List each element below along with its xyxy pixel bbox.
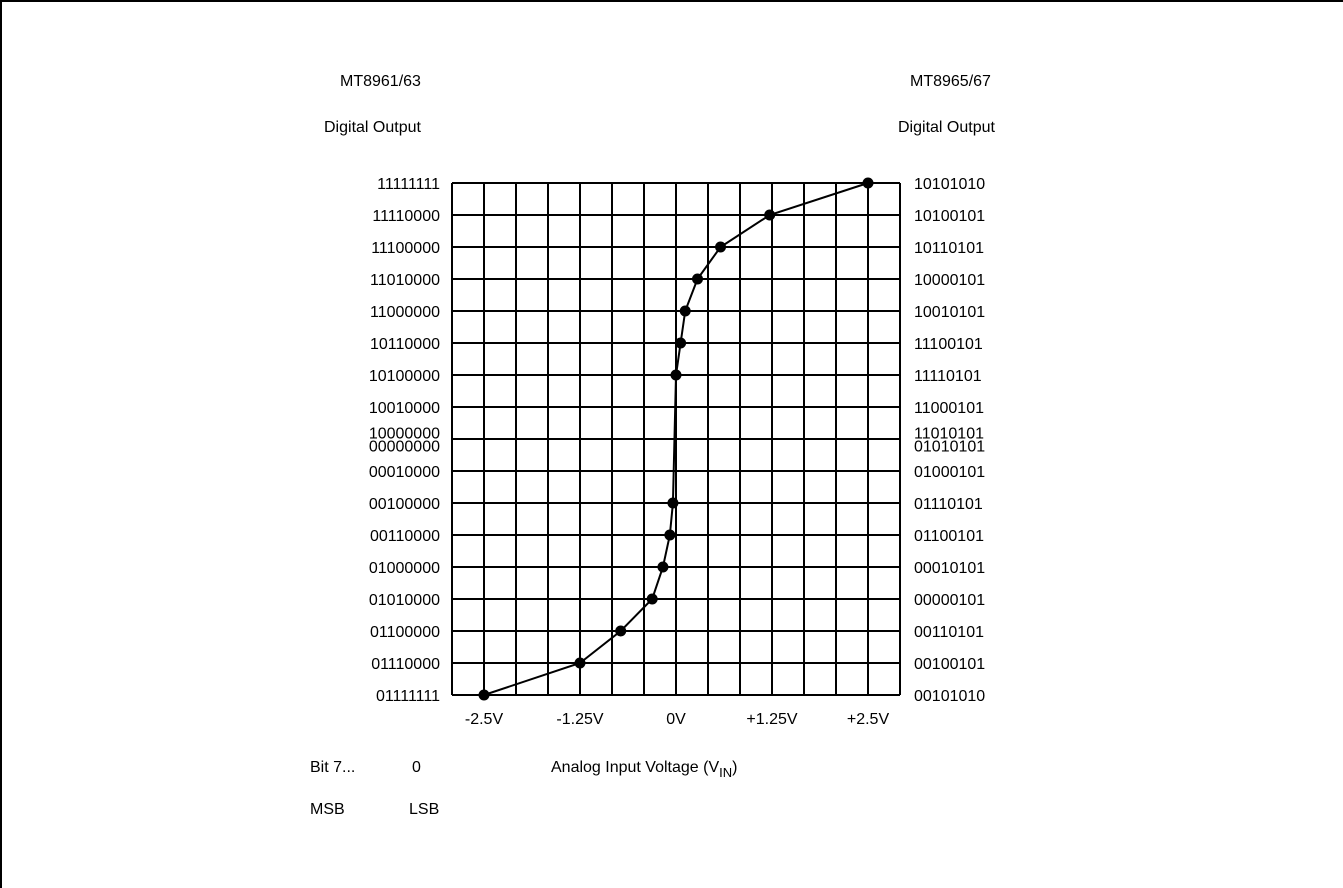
left-code-label: 01111111 — [376, 688, 440, 705]
x-axis-label: Analog Input Voltage (VIN) — [551, 759, 738, 781]
left-code-label: 01010000 — [369, 592, 440, 609]
left-digital-output-label: Digital Output — [324, 119, 421, 136]
chart-grid — [451, 182, 901, 696]
left-code-label: 10110000 — [370, 336, 440, 353]
data-point — [670, 369, 682, 381]
data-point — [862, 177, 874, 189]
left-code-label: 01000000 — [369, 560, 440, 577]
left-code-label: 11010000 — [370, 272, 440, 289]
data-point — [715, 241, 727, 253]
left-code-label: 10100000 — [369, 368, 440, 385]
msb-label: MSB — [310, 801, 345, 818]
left-code-label: 11000000 — [370, 304, 440, 321]
right-digital-output-label: Digital Output — [898, 119, 995, 136]
right-code-label: 01010101 — [914, 438, 985, 455]
bit-range-label: Bit 7... — [310, 759, 356, 776]
right-code-label: 11000101 — [914, 400, 984, 417]
lsb-label: LSB — [409, 801, 440, 818]
left-code-label: 10010000 — [369, 400, 440, 417]
data-point — [764, 209, 776, 221]
left-code-label: 01110000 — [371, 656, 440, 673]
right-code-label: 10010101 — [914, 304, 985, 321]
data-point — [478, 689, 490, 701]
right-code-label: 00100101 — [914, 656, 985, 673]
right-code-label: 10000101 — [914, 272, 985, 289]
x-tick-label: +2.5V — [847, 711, 890, 728]
left-code-label: 00100000 — [369, 496, 440, 513]
right-code-label: 01000101 — [914, 464, 985, 481]
data-point — [679, 305, 691, 317]
right-model-label: MT8965/67 — [910, 73, 991, 90]
right-code-label: 10110101 — [914, 240, 984, 257]
right-code-labels: 10101010 10100101 10110101 10000101 10010101… — [914, 176, 985, 705]
x-tick-label: +1.25V — [746, 711, 797, 728]
left-code-label: 11100000 — [371, 240, 440, 257]
data-point — [667, 497, 679, 509]
left-code-labels: 11111111 11110000 11100000 11010000 11000000… — [369, 176, 440, 705]
x-axis-label-subscript: IN — [719, 765, 733, 780]
right-code-label: 11100101 — [914, 336, 983, 353]
data-point — [574, 657, 586, 669]
left-code-label: 00010000 — [369, 464, 440, 481]
x-tick-label: 0V — [666, 711, 686, 728]
left-code-label: 01100000 — [370, 624, 440, 641]
right-code-label: 00101010 — [914, 688, 985, 705]
x-tick-label: -1.25V — [556, 711, 603, 728]
data-point — [675, 337, 687, 349]
transfer-curve — [478, 177, 874, 701]
right-code-label: 11010101 — [914, 426, 984, 443]
left-model-label: MT8961/63 — [340, 73, 421, 90]
x-axis-label-close: ) — [732, 759, 738, 776]
data-point — [657, 561, 669, 573]
right-code-label: 00110101 — [914, 624, 984, 641]
left-code-label: 11110000 — [372, 208, 440, 225]
left-code-label: 10000000 — [369, 426, 440, 443]
right-code-label: 00000101 — [914, 592, 985, 609]
right-code-label: 01100101 — [914, 528, 984, 545]
left-code-label: 11111111 — [377, 176, 440, 193]
right-code-label: 00010101 — [914, 560, 985, 577]
data-point — [646, 593, 658, 605]
left-code-label: 00000000 — [369, 438, 440, 455]
right-code-label: 11110101 — [914, 368, 982, 385]
right-code-label: 01110101 — [914, 496, 983, 513]
data-point — [615, 625, 627, 637]
transfer-curve-line — [483, 182, 869, 696]
right-code-label: 10101010 — [914, 176, 985, 193]
data-point — [692, 273, 704, 285]
x-tick-label: -2.5V — [465, 711, 504, 728]
x-tick-labels: -2.5V -1.25V 0V +1.25V +2.5V — [465, 711, 890, 728]
x-axis-label-main: Analog Input Voltage (V — [551, 759, 720, 776]
left-code-label: 00110000 — [370, 528, 440, 545]
data-point — [664, 529, 676, 541]
bit-zero-label: 0 — [412, 759, 421, 776]
right-code-label: 10100101 — [914, 208, 985, 225]
